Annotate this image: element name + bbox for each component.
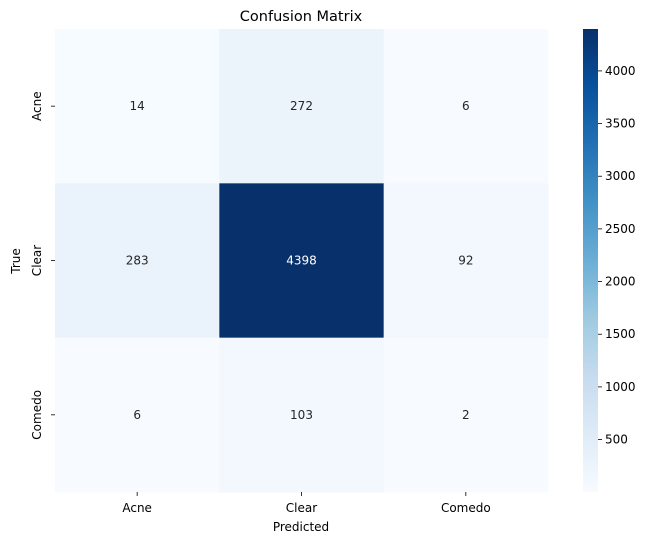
- cell-annotation: 272: [290, 99, 313, 113]
- colorbar-tick-label: 2500: [605, 222, 636, 236]
- heatmap-cells: [55, 29, 549, 493]
- cell-annotation: 6: [133, 408, 141, 422]
- colorbar-tick-label: 4000: [605, 64, 636, 78]
- cell-annotation: 2: [462, 408, 470, 422]
- x-axis: Acne Clear Comedo: [122, 492, 491, 515]
- y-axis-label: True: [9, 248, 23, 275]
- heatmap-cell: [219, 337, 385, 493]
- cell-annotation: 6: [462, 99, 470, 113]
- cell-annotation: 92: [458, 254, 473, 268]
- heatmap-cell: [55, 337, 220, 493]
- colorbar-gradient: [583, 29, 598, 492]
- heatmap-cell: [383, 29, 549, 184]
- colorbar-tick-label: 500: [605, 433, 628, 447]
- chart-title: Confusion Matrix: [240, 9, 363, 25]
- colorbar-tick-label: 1000: [605, 380, 636, 394]
- heatmap-cell: [219, 183, 385, 339]
- cell-annotations: 14 272 6 283 4398 92 6 103 2: [126, 99, 474, 422]
- heatmap-cell: [55, 183, 220, 339]
- colorbar: 500 1000 1500 2000 2500 3000 3500 4000: [583, 29, 636, 492]
- y-axis: Acne Clear Comedo: [30, 91, 55, 440]
- x-axis-label: Predicted: [273, 520, 329, 534]
- cell-annotation: 103: [290, 408, 313, 422]
- colorbar-tick-label: 2000: [605, 275, 636, 289]
- heatmap-cell: [55, 29, 220, 184]
- colorbar-tick-label: 1500: [605, 327, 636, 341]
- heatmap-cell: [219, 29, 385, 184]
- x-tick-label: Comedo: [441, 501, 491, 515]
- y-tick-label: Acne: [30, 91, 44, 121]
- colorbar-tick-label: 3000: [605, 169, 636, 183]
- x-tick-label: Acne: [122, 501, 152, 515]
- cell-annotation: 283: [126, 254, 149, 268]
- cell-annotation: 14: [130, 99, 145, 113]
- x-tick-label: Clear: [286, 501, 317, 515]
- y-tick-label: Comedo: [30, 390, 44, 440]
- colorbar-tick-label: 3500: [605, 117, 636, 131]
- heatmap-cell: [383, 337, 549, 493]
- cell-annotation: 4398: [286, 254, 317, 268]
- y-tick-label: Clear: [30, 245, 44, 276]
- heatmap-cell: [383, 183, 549, 339]
